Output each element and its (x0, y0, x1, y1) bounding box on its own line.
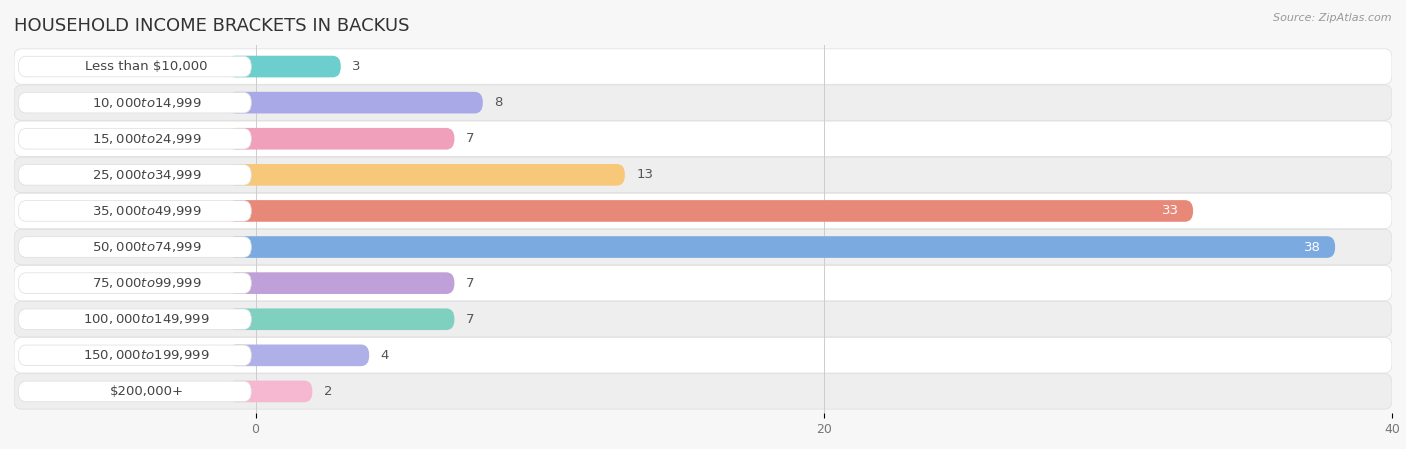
Text: Less than $10,000: Less than $10,000 (86, 60, 208, 73)
FancyBboxPatch shape (18, 345, 252, 365)
FancyBboxPatch shape (14, 49, 1392, 84)
FancyBboxPatch shape (14, 121, 1392, 156)
FancyBboxPatch shape (14, 85, 1392, 120)
Text: 38: 38 (1303, 241, 1320, 254)
FancyBboxPatch shape (14, 193, 1392, 229)
FancyBboxPatch shape (228, 308, 454, 330)
Text: 2: 2 (323, 385, 332, 398)
Text: Source: ZipAtlas.com: Source: ZipAtlas.com (1274, 13, 1392, 23)
FancyBboxPatch shape (14, 157, 1392, 193)
FancyBboxPatch shape (18, 237, 252, 257)
Text: $75,000 to $99,999: $75,000 to $99,999 (91, 276, 201, 290)
FancyBboxPatch shape (228, 381, 312, 402)
Text: 33: 33 (1161, 204, 1178, 217)
Text: HOUSEHOLD INCOME BRACKETS IN BACKUS: HOUSEHOLD INCOME BRACKETS IN BACKUS (14, 17, 409, 35)
FancyBboxPatch shape (228, 56, 340, 77)
Text: 8: 8 (494, 96, 502, 109)
Text: $10,000 to $14,999: $10,000 to $14,999 (91, 96, 201, 110)
FancyBboxPatch shape (228, 128, 454, 150)
Text: 13: 13 (637, 168, 654, 181)
FancyBboxPatch shape (14, 302, 1392, 337)
FancyBboxPatch shape (18, 273, 252, 294)
Text: $100,000 to $149,999: $100,000 to $149,999 (83, 312, 209, 326)
FancyBboxPatch shape (18, 381, 252, 402)
FancyBboxPatch shape (14, 338, 1392, 373)
Text: $150,000 to $199,999: $150,000 to $199,999 (83, 348, 209, 362)
FancyBboxPatch shape (18, 309, 252, 330)
Text: $35,000 to $49,999: $35,000 to $49,999 (91, 204, 201, 218)
Text: $25,000 to $34,999: $25,000 to $34,999 (91, 168, 201, 182)
Text: 7: 7 (465, 132, 474, 145)
FancyBboxPatch shape (228, 236, 1336, 258)
Text: 4: 4 (381, 349, 389, 362)
FancyBboxPatch shape (14, 265, 1392, 301)
Text: 3: 3 (352, 60, 360, 73)
Text: $200,000+: $200,000+ (110, 385, 183, 398)
FancyBboxPatch shape (18, 56, 252, 77)
Text: $15,000 to $24,999: $15,000 to $24,999 (91, 132, 201, 146)
FancyBboxPatch shape (14, 229, 1392, 265)
FancyBboxPatch shape (228, 92, 482, 114)
Text: 7: 7 (465, 313, 474, 326)
FancyBboxPatch shape (228, 164, 624, 186)
Text: 7: 7 (465, 277, 474, 290)
FancyBboxPatch shape (18, 92, 252, 113)
FancyBboxPatch shape (18, 128, 252, 149)
FancyBboxPatch shape (18, 164, 252, 185)
FancyBboxPatch shape (14, 374, 1392, 409)
FancyBboxPatch shape (228, 344, 370, 366)
FancyBboxPatch shape (228, 272, 454, 294)
FancyBboxPatch shape (18, 201, 252, 221)
Text: $50,000 to $74,999: $50,000 to $74,999 (91, 240, 201, 254)
FancyBboxPatch shape (228, 200, 1194, 222)
